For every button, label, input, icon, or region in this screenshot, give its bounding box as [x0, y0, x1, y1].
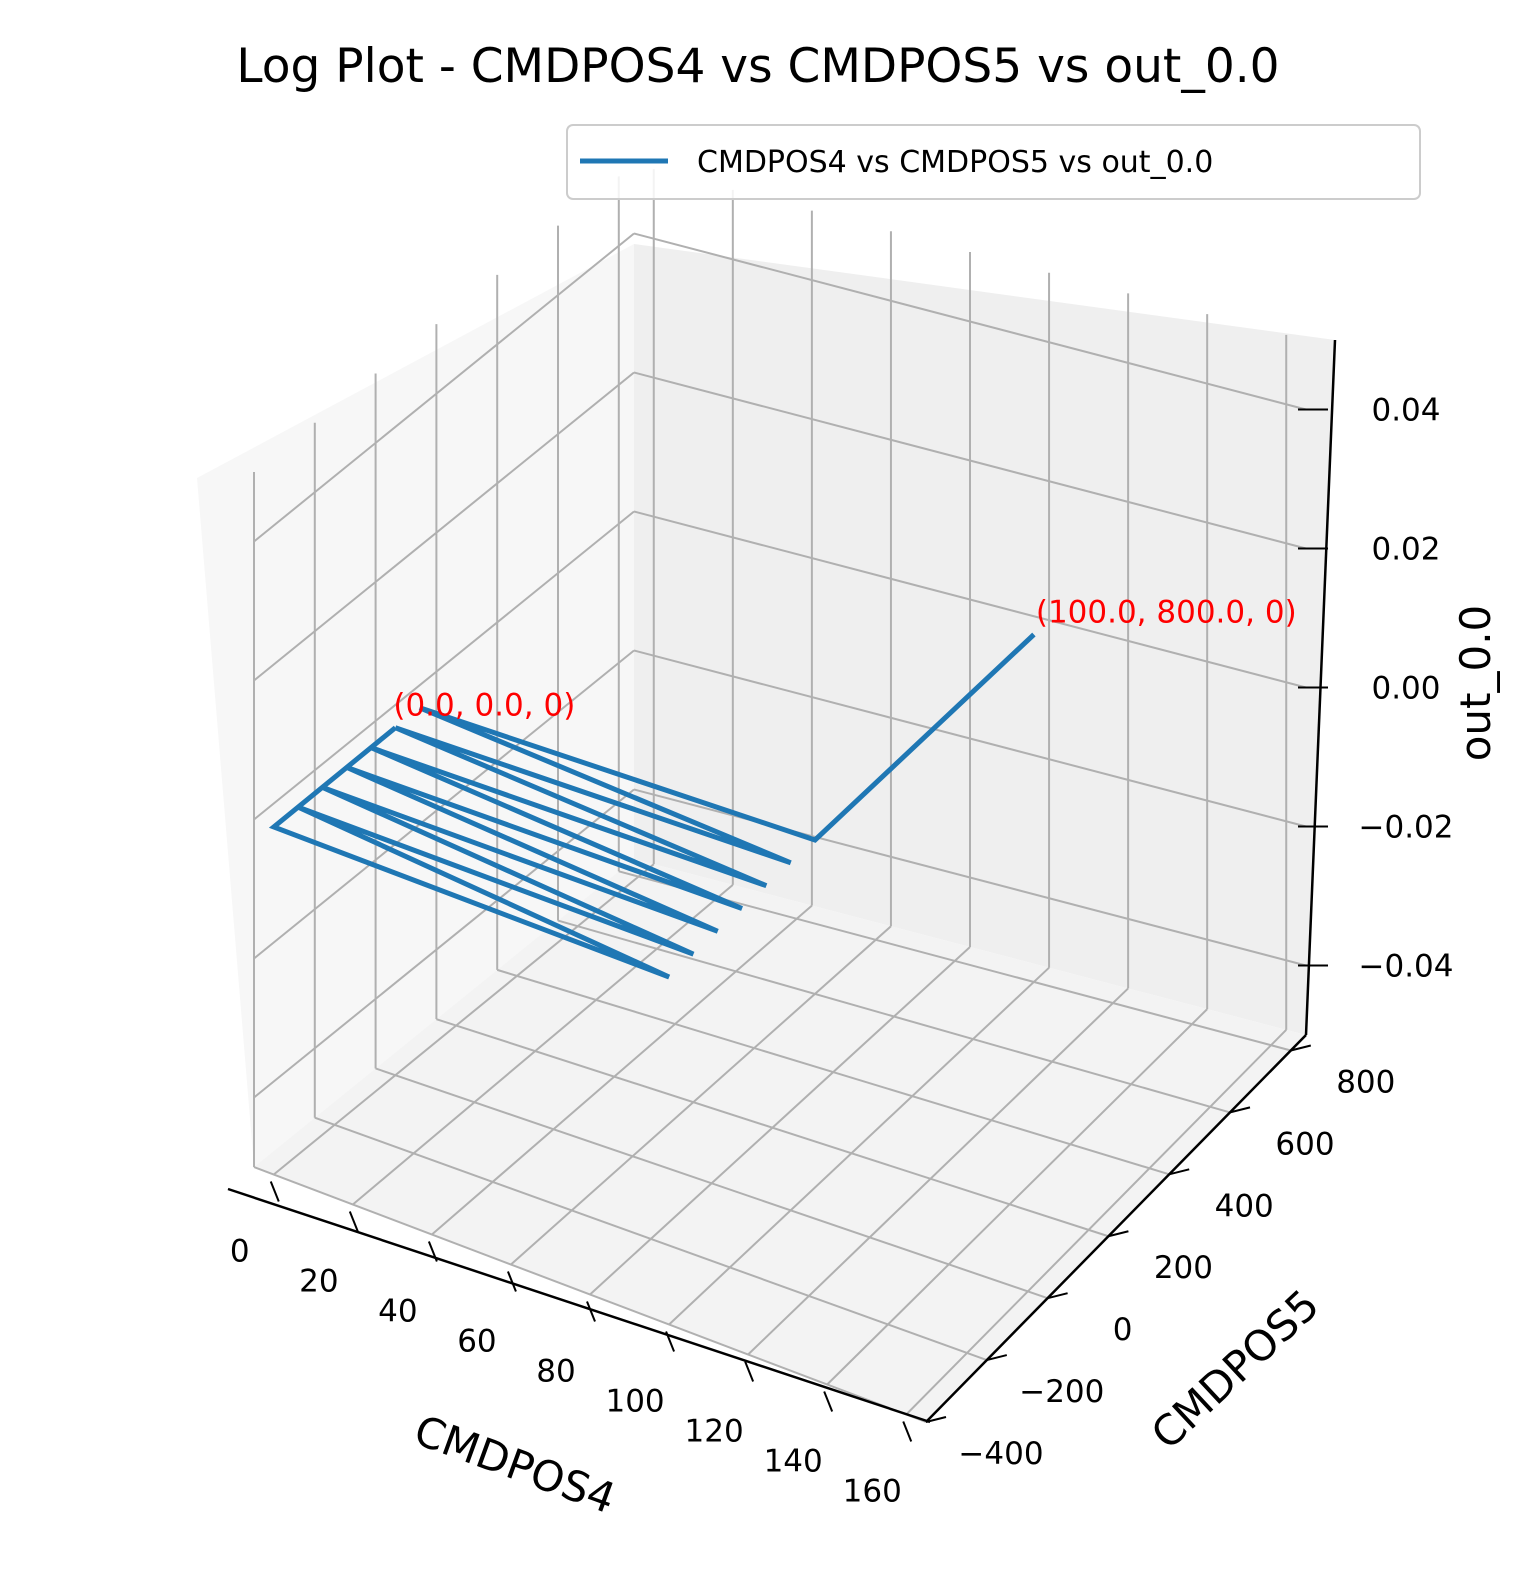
z-gridline-back: [633, 232, 1307, 411]
x-tick-mark: [348, 1211, 359, 1232]
series-layer: [268, 632, 1036, 980]
x-tick-label: 40: [378, 1294, 417, 1330]
x-tick-mark: [269, 1181, 280, 1202]
x-tick-mark: [507, 1271, 517, 1292]
x-tick-mark: [427, 1241, 438, 1262]
x-tick-mark: [586, 1301, 596, 1322]
y-gridline-floor: [436, 1018, 1109, 1238]
series-line: [268, 632, 1036, 980]
x-gridline-floor: [826, 1008, 1208, 1386]
x-tick-label: 20: [299, 1264, 338, 1300]
y-tick-label: 200: [1154, 1250, 1213, 1286]
x-gridline-floor: [589, 946, 971, 1296]
legend-entry-label: CMDPOS4 vs CMDPOS5 vs out_0.0: [697, 145, 1213, 180]
z-tick-label: −0.04: [1359, 949, 1454, 985]
x-tick-mark: [902, 1421, 913, 1442]
x-gridline-floor: [668, 966, 1050, 1326]
x-axis-title: CMDPOS4: [408, 1405, 622, 1523]
y-gridline-floor: [253, 1166, 927, 1423]
z-axis-title: out_0.0: [1451, 605, 1500, 762]
annotations: (0.0, 0.0, 0) (100.0, 800.0, 0): [393, 594, 1296, 723]
z-gridline-left: [253, 788, 635, 1099]
x-tick-label: 140: [764, 1444, 823, 1480]
point-annotation: (0.0, 0.0, 0): [393, 688, 575, 724]
z-tick-label: −0.02: [1359, 810, 1454, 846]
x-tick-label: 80: [536, 1354, 575, 1390]
x-tick-label: 100: [605, 1384, 664, 1420]
y-tick-mark: [1047, 1292, 1068, 1300]
x-gridline-floor: [905, 1029, 1287, 1416]
y-tick-mark: [1290, 1044, 1312, 1052]
x-axis-line: [227, 1187, 931, 1424]
point-annotation: (100.0, 800.0, 0): [1036, 594, 1297, 630]
y-axis-line: [925, 1034, 1307, 1423]
y-axis-title: CMDPOS5: [1142, 1280, 1329, 1459]
legend-box: [566, 124, 1421, 200]
z-gridline-left: [253, 371, 635, 682]
y-tick-label: −400: [958, 1436, 1043, 1472]
floor-pane: [254, 859, 1306, 1422]
z-gridline-left: [253, 510, 635, 821]
y-tick-mark: [986, 1354, 1008, 1362]
y-gridline-floor: [557, 919, 1231, 1114]
left-pane: [197, 244, 634, 1167]
x-gridline-floor: [747, 987, 1129, 1356]
y-tick-mark: [1108, 1230, 1129, 1238]
x-tick-label: 0: [230, 1234, 250, 1270]
y-gridline-floor: [314, 1116, 988, 1362]
x-tick-label: 60: [457, 1324, 496, 1360]
z-tick-label: 0.04: [1371, 393, 1440, 429]
y-tick-label: −200: [1019, 1374, 1104, 1410]
chart-title: Log Plot - CMDPOS4 vs CMDPOS5 vs out_0.0: [236, 39, 1279, 94]
y-tick-mark: [1229, 1106, 1251, 1114]
x-tick-mark: [744, 1361, 755, 1382]
y-tick-mark: [925, 1416, 947, 1423]
y-tick-mark: [1168, 1168, 1190, 1176]
axis-ticks: 020406080100120140160−400−20002004006008…: [230, 393, 1454, 1510]
y-tick-label: 400: [1215, 1188, 1274, 1224]
x-tick-label: 120: [685, 1414, 744, 1450]
z-tick-label: 0.00: [1371, 671, 1440, 707]
x-tick-mark: [823, 1391, 834, 1412]
y-gridline-floor: [496, 968, 1170, 1176]
x-gridline-floor: [431, 904, 813, 1236]
z-tick-label: 0.02: [1371, 532, 1440, 568]
y-gridline-floor: [375, 1067, 1048, 1300]
z-gridline-back: [633, 649, 1307, 828]
x-tick-label: 160: [843, 1474, 902, 1510]
y-tick-label: 800: [1336, 1064, 1395, 1100]
x-tick-mark: [665, 1331, 675, 1352]
y-tick-label: 0: [1113, 1312, 1133, 1348]
z-gridline-back: [633, 371, 1307, 550]
legend: CMDPOS4 vs CMDPOS5 vs out_0.0: [566, 124, 1421, 200]
z-gridline-left: [253, 232, 635, 543]
y-tick-label: 600: [1275, 1126, 1334, 1162]
z-gridline-back: [633, 510, 1307, 689]
x-gridline-floor: [510, 925, 892, 1266]
x-gridline-floor: [352, 884, 734, 1206]
